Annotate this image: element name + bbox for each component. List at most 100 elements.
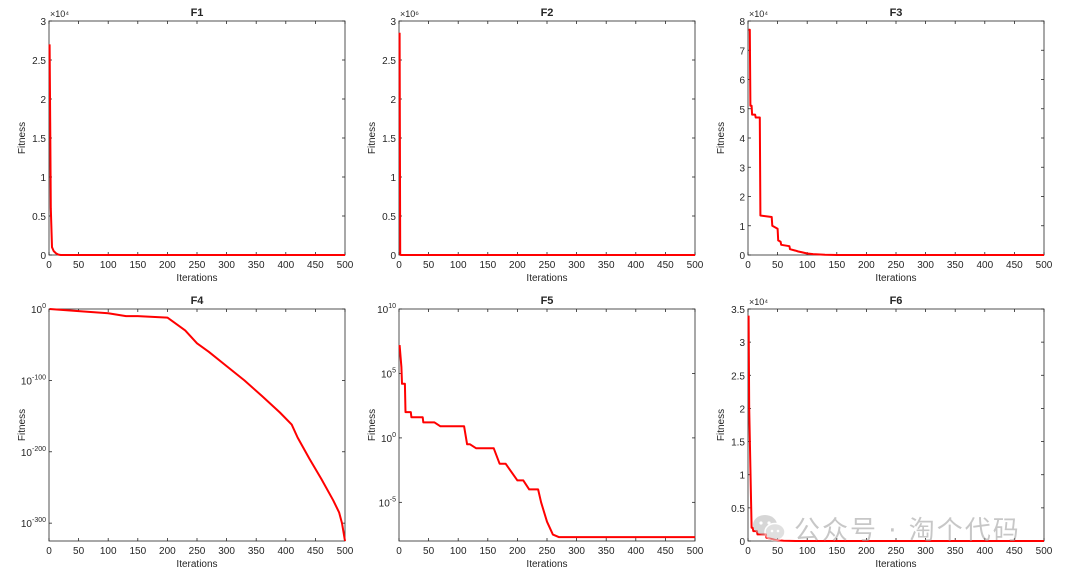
x-tick-label: 400 — [627, 546, 644, 557]
y-tick-label: 3 — [40, 17, 46, 28]
chart-f2: 0 50 100 150 200 250 300 350 400 450 500 0 0.5 1 1.5 2 2… — [367, 7, 704, 284]
axes-box — [747, 20, 1045, 256]
y-axis-label: Fitness — [17, 122, 28, 154]
x-tick-label: 100 — [450, 260, 467, 271]
y-tick-label: 0 — [739, 251, 745, 262]
y-tick-label: 2 — [390, 95, 396, 106]
x-tick-label: 250 — [539, 546, 556, 557]
x-tick-label: 50 — [73, 546, 85, 557]
wechat-icon — [752, 513, 786, 543]
x-tick-label: 300 — [568, 546, 585, 557]
x-tick-label: 400 — [976, 260, 993, 271]
x-tick-label: 150 — [828, 260, 845, 271]
x-tick-label: 250 — [539, 260, 556, 271]
y-tick-label: 8 — [739, 17, 745, 28]
watermark: 公众号 · 淘个代码 — [752, 510, 1021, 546]
y-axis-label: Fitness — [716, 409, 727, 441]
y-tick-label: 0.5 — [382, 212, 396, 223]
x-tick-label: 200 — [509, 260, 526, 271]
y-exponent-label: ×10⁶ — [400, 9, 419, 19]
y-tick-label: 10-100 — [21, 374, 46, 387]
x-tick-label: 0 — [745, 546, 751, 557]
y-tick-label: 1 — [390, 173, 396, 184]
y-tick-label: 2 — [739, 404, 745, 415]
chart-title: F6 — [890, 295, 903, 307]
y-tick-label: 7 — [739, 46, 745, 57]
chart-f6: 0 50 100 150 200 250 300 350 400 450 500 0 0.5 1 1.5 2 2… — [716, 295, 1053, 570]
series-line-f5 — [398, 345, 695, 539]
x-tick-label: 300 — [917, 260, 934, 271]
chart-f5: 0 50 100 150 200 250 300 350 400 450 500 1010 105 100… — [367, 295, 704, 570]
x-tick-label: 0 — [396, 546, 402, 557]
axes-box — [48, 20, 346, 256]
x-tick-label: 500 — [1036, 260, 1053, 271]
axes-box — [747, 308, 1045, 542]
series-line-f2 — [398, 32, 695, 256]
y-tick-label: 0 — [40, 251, 46, 262]
x-tick-label: 400 — [627, 260, 644, 271]
y-tick-label: 0.5 — [32, 212, 46, 223]
y-tick-label: 2.5 — [731, 371, 745, 382]
y-tick-label: 4 — [739, 134, 745, 145]
chart-title: F1 — [191, 7, 204, 19]
x-tick-label: 500 — [687, 546, 704, 557]
y-tick-label: 10-200 — [21, 446, 46, 459]
chart-title: F3 — [890, 7, 903, 19]
y-axis-label: Fitness — [367, 122, 378, 154]
chart-title: F4 — [191, 295, 205, 307]
x-tick-label: 350 — [947, 546, 964, 557]
y-tick-label: 100 — [381, 432, 396, 445]
x-tick-label: 350 — [598, 260, 615, 271]
y-tick-label: 1.5 — [382, 134, 396, 145]
x-tick-label: 450 — [1006, 260, 1023, 271]
x-tick-label: 400 — [277, 260, 294, 271]
chart-title: F5 — [541, 295, 554, 307]
x-tick-label: 100 — [100, 260, 117, 271]
x-tick-label: 250 — [189, 260, 206, 271]
y-tick-label: 3 — [390, 17, 396, 28]
x-tick-label: 200 — [858, 260, 875, 271]
x-tick-label: 100 — [799, 260, 816, 271]
x-tick-label: 400 — [277, 546, 294, 557]
series-line-f1 — [48, 44, 345, 256]
x-tick-label: 350 — [947, 260, 964, 271]
x-tick-label: 250 — [189, 546, 206, 557]
x-axis-label: Iterations — [526, 273, 567, 284]
x-tick-label: 450 — [307, 260, 324, 271]
x-tick-label: 150 — [129, 260, 146, 271]
y-tick-label: 10-5 — [379, 496, 396, 509]
y-tick-label: 5 — [739, 105, 745, 116]
x-tick-label: 200 — [159, 260, 176, 271]
x-tick-label: 200 — [159, 546, 176, 557]
chart-f4: 0 50 100 150 200 250 300 350 400 450 500 100 10-100 1… — [17, 295, 354, 570]
x-tick-label: 100 — [450, 546, 467, 557]
x-tick-label: 0 — [46, 260, 52, 271]
series-line-f4 — [49, 308, 346, 542]
x-tick-label: 300 — [917, 546, 934, 557]
x-tick-label: 450 — [307, 546, 324, 557]
y-tick-label: 2.5 — [32, 56, 46, 67]
axes-box — [398, 308, 696, 542]
x-tick-label: 500 — [337, 546, 354, 557]
y-exponent-label: ×10⁴ — [749, 9, 768, 19]
x-tick-label: 100 — [799, 546, 816, 557]
y-exponent-label: ×10⁴ — [50, 9, 69, 19]
chart-title: F2 — [541, 7, 554, 19]
x-tick-label: 100 — [100, 546, 117, 557]
x-tick-label: 450 — [657, 260, 674, 271]
y-tick-label: 2.5 — [382, 56, 396, 67]
y-tick-label: 0 — [390, 251, 396, 262]
y-tick-label: 6 — [739, 76, 745, 87]
x-tick-label: 500 — [337, 260, 354, 271]
x-tick-label: 200 — [858, 546, 875, 557]
y-tick-label: 3.5 — [731, 305, 745, 316]
chart-f3: 0 50 100 150 200 250 300 350 400 450 500 0 1 2 3 4 5 6 7 8 ×… — [716, 7, 1053, 284]
y-tick-label: 0 — [739, 537, 745, 548]
x-axis-label: Iterations — [875, 273, 916, 284]
x-tick-label: 300 — [218, 546, 235, 557]
y-tick-label: 1 — [739, 222, 745, 233]
x-tick-label: 50 — [772, 260, 784, 271]
x-tick-label: 250 — [888, 546, 905, 557]
x-tick-label: 450 — [1006, 546, 1023, 557]
